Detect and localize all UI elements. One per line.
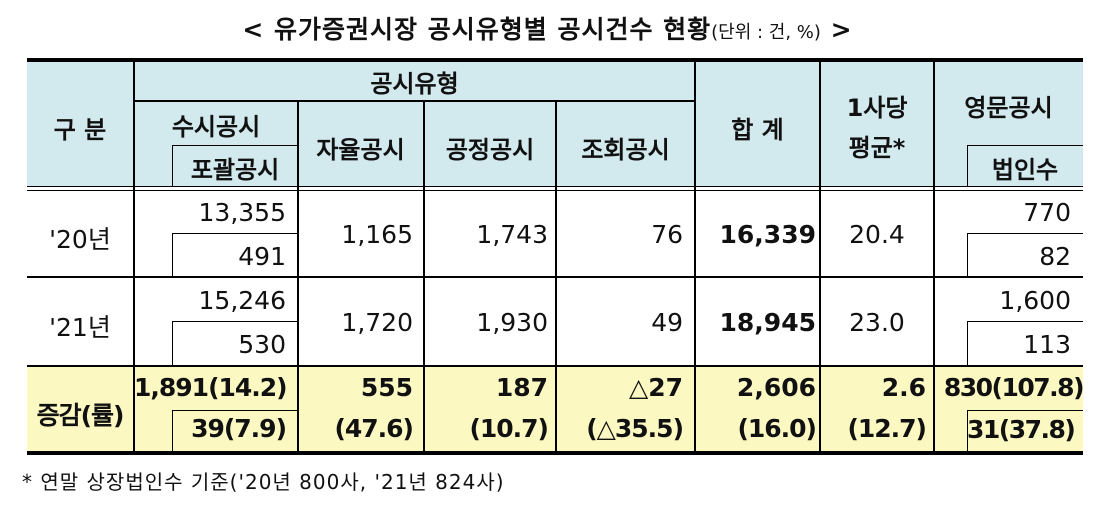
col-divider <box>933 60 935 452</box>
cell-english-2020: 770 <box>1023 198 1071 227</box>
cell-fair-2021: 1,930 <box>476 308 548 337</box>
cell-total-2020: 16,339 <box>719 220 816 249</box>
group-header-divider <box>134 100 695 102</box>
cell-voluntary-2020: 1,165 <box>341 220 413 249</box>
cell-timely-change: 1,891(14.2) <box>134 373 288 402</box>
cell-timely-2020: 13,355 <box>198 198 286 227</box>
header-num-companies: 법인수 <box>991 156 1059 184</box>
sub-box <box>967 410 1083 452</box>
cell-english-change: 830(107.8) <box>943 373 1085 402</box>
cell-comprehensive-2020: 491 <box>238 242 286 271</box>
cell-num-companies-2020: 82 <box>1039 242 1071 271</box>
row-label-change: 증감(률) <box>36 401 125 430</box>
sub-box <box>967 233 1083 277</box>
header-per-company-1: 1사당 <box>846 94 908 122</box>
cell-fair-change: 187 <box>495 373 548 402</box>
cell-num-companies-2021: 113 <box>1023 330 1071 359</box>
header-inquiry: 조회공시 <box>581 136 670 164</box>
table-bottom-border <box>27 451 1083 455</box>
cell-timely-2021: 15,246 <box>198 286 286 315</box>
header-timely: 수시공시 <box>171 113 261 141</box>
col-divider <box>423 100 425 452</box>
cell-inquiry-2021: 49 <box>651 308 683 337</box>
cell-fair-2020: 1,743 <box>476 220 548 249</box>
header-fair: 공정공시 <box>445 136 535 164</box>
cell-voluntary-2021: 1,720 <box>341 308 413 337</box>
cell-total-rate: (16.0) <box>737 414 817 443</box>
cell-per-company-2021: 23.0 <box>849 308 905 337</box>
col-divider <box>694 60 696 452</box>
col-divider <box>133 60 135 452</box>
cell-inquiry-rate: (△35.5) <box>586 414 684 443</box>
title-text: < 유가증권시장 공시유형별 공시건수 현황 <box>242 15 712 44</box>
header-english: 영문공시 <box>964 94 1053 122</box>
sub-box <box>967 321 1083 366</box>
cell-voluntary-change: 555 <box>360 373 413 402</box>
cell-comprehensive-2021: 530 <box>238 330 286 359</box>
table-top-border <box>27 58 1083 62</box>
row-label-2020: '20년 <box>49 225 111 254</box>
cell-num-companies-change: 31(37.8) <box>967 415 1076 444</box>
cell-english-2021: 1,600 <box>999 286 1071 315</box>
cell-total-2021: 18,945 <box>719 308 816 337</box>
cell-per-company-change: 2.6 <box>881 373 926 402</box>
cell-total-change: 2,606 <box>736 373 816 402</box>
header-comprehensive: 포괄공시 <box>190 156 280 184</box>
sub-box-companies-header <box>967 145 1083 186</box>
sub-box <box>172 233 298 277</box>
col-divider <box>297 100 299 452</box>
header-total: 합 계 <box>731 116 784 144</box>
sub-box <box>172 321 298 366</box>
cell-inquiry-change: △27 <box>628 373 683 402</box>
cell-comprehensive-change: 39(7.9) <box>191 414 287 443</box>
header-disclosure-type: 공시유형 <box>370 70 459 98</box>
cell-per-company-2020: 20.4 <box>849 220 905 249</box>
cell-inquiry-2020: 76 <box>651 220 683 249</box>
cell-voluntary-rate: (47.6) <box>334 414 414 443</box>
sub-box-comprehensive-header <box>172 145 298 186</box>
page-title: < 유가증권시장 공시유형별 공시건수 현황(단위 : 건, %) > <box>0 10 1095 46</box>
title-close: > <box>820 15 853 44</box>
header-voluntary: 자율공시 <box>316 136 405 164</box>
footnote: * 연말 상장법인수 기준('20년 800사, '21년 824사) <box>22 470 505 494</box>
header-category: 구 분 <box>53 116 107 144</box>
cell-fair-rate: (10.7) <box>469 414 549 443</box>
sub-box <box>172 410 298 452</box>
col-divider <box>819 60 821 452</box>
header-per-company-2: 평균* <box>848 134 906 162</box>
col-divider <box>555 100 557 452</box>
title-unit: (단위 : 건, %) <box>711 22 821 43</box>
row-label-2021: '21년 <box>49 313 111 342</box>
cell-per-company-rate: (12.7) <box>847 414 927 443</box>
